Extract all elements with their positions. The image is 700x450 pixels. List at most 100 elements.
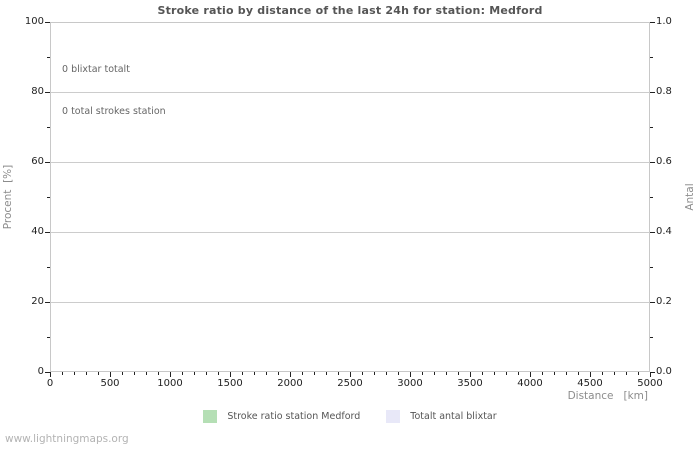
x-minor-tick xyxy=(446,372,447,375)
y-major-tick-left xyxy=(45,22,50,23)
y-tick-label-right: 0.8 xyxy=(656,86,672,97)
annotation-block: 0 blixtar totalt 0 total strokes station xyxy=(62,35,166,147)
x-minor-tick xyxy=(62,372,63,375)
legend-label-stroke-ratio: Stroke ratio station Medford xyxy=(227,411,361,422)
x-major-tick xyxy=(650,372,651,377)
y-minor-tick-left xyxy=(47,197,50,198)
y-tick-label-left: 20 xyxy=(31,296,44,307)
x-minor-tick xyxy=(242,372,243,375)
x-minor-tick xyxy=(638,372,639,375)
y-tick-label-left: 80 xyxy=(31,86,44,97)
y-major-tick-right xyxy=(650,302,655,303)
x-tick-label: 1500 xyxy=(217,378,243,389)
x-minor-tick xyxy=(86,372,87,375)
x-tick-label: 2000 xyxy=(277,378,303,389)
y-tick-label-right: 0.2 xyxy=(656,296,672,307)
x-tick-label: 2500 xyxy=(337,378,363,389)
legend-label-total-lightning: Totalt antal blixtar xyxy=(410,411,497,422)
x-minor-tick xyxy=(302,372,303,375)
x-minor-tick xyxy=(506,372,507,375)
x-minor-tick xyxy=(554,372,555,375)
x-major-tick xyxy=(470,372,471,377)
y-tick-label-left: 60 xyxy=(31,156,44,167)
y-major-tick-left xyxy=(45,162,50,163)
x-minor-tick xyxy=(422,372,423,375)
x-minor-tick xyxy=(626,372,627,375)
x-minor-tick xyxy=(482,372,483,375)
y-major-tick-right xyxy=(650,22,655,23)
gridline-horizontal xyxy=(50,302,650,303)
y-major-tick-left xyxy=(45,302,50,303)
y-minor-tick-left xyxy=(47,337,50,338)
gridline-horizontal xyxy=(50,162,650,163)
y-minor-tick-left xyxy=(47,127,50,128)
x-minor-tick xyxy=(326,372,327,375)
y-minor-tick-right xyxy=(650,337,653,338)
x-minor-tick xyxy=(362,372,363,375)
x-minor-tick xyxy=(602,372,603,375)
plot-area: 0 blixtar totalt 0 total strokes station xyxy=(50,22,650,372)
y-tick-label-left: 0 xyxy=(37,366,44,377)
gridline-horizontal xyxy=(50,232,650,233)
x-major-tick xyxy=(590,372,591,377)
y-major-tick-left xyxy=(45,372,50,373)
y-tick-label-right: 0.0 xyxy=(656,366,672,377)
x-minor-tick xyxy=(278,372,279,375)
x-minor-tick xyxy=(218,372,219,375)
x-minor-tick xyxy=(614,372,615,375)
x-minor-tick xyxy=(338,372,339,375)
watermark-link[interactable]: www.lightningmaps.org xyxy=(5,433,129,445)
x-major-tick xyxy=(170,372,171,377)
x-tick-label: 0 xyxy=(46,378,54,389)
x-tick-label: 4000 xyxy=(517,378,543,389)
x-minor-tick xyxy=(194,372,195,375)
legend-item-total-lightning: Totalt antal blixtar xyxy=(386,410,497,423)
y-tick-label-left: 40 xyxy=(31,226,44,237)
y-major-tick-right xyxy=(650,92,655,93)
x-tick-label: 1000 xyxy=(157,378,183,389)
x-minor-tick xyxy=(566,372,567,375)
chart-title: Stroke ratio by distance of the last 24h… xyxy=(157,4,543,17)
x-tick-label: 3000 xyxy=(397,378,423,389)
x-minor-tick xyxy=(134,372,135,375)
x-tick-label: 4500 xyxy=(577,378,603,389)
legend-swatch-stroke-ratio xyxy=(203,410,218,423)
x-major-tick xyxy=(50,372,51,377)
x-major-tick xyxy=(290,372,291,377)
x-minor-tick xyxy=(158,372,159,375)
y-minor-tick-right xyxy=(650,197,653,198)
x-minor-tick xyxy=(386,372,387,375)
x-minor-tick xyxy=(254,372,255,375)
x-minor-tick xyxy=(398,372,399,375)
y-major-tick-left xyxy=(45,232,50,233)
x-minor-tick xyxy=(182,372,183,375)
x-minor-tick xyxy=(146,372,147,375)
x-minor-tick xyxy=(98,372,99,375)
gridline-horizontal xyxy=(50,92,650,93)
x-minor-tick xyxy=(374,372,375,375)
x-minor-tick xyxy=(518,372,519,375)
x-tick-label: 500 xyxy=(100,378,120,389)
x-minor-tick xyxy=(206,372,207,375)
y-minor-tick-left xyxy=(47,57,50,58)
y-major-tick-right xyxy=(650,232,655,233)
x-axis-label: Distance [km] xyxy=(567,390,648,402)
annotation-total-lightning: 0 blixtar totalt xyxy=(62,64,130,75)
x-tick-label: 3500 xyxy=(457,378,483,389)
y-minor-tick-right xyxy=(650,267,653,268)
y-tick-label-right: 0.4 xyxy=(656,226,672,237)
x-major-tick xyxy=(350,372,351,377)
legend: Stroke ratio station Medford Totalt anta… xyxy=(0,410,700,423)
x-minor-tick xyxy=(578,372,579,375)
y-minor-tick-right xyxy=(650,127,653,128)
y-axis-label-right: Antal xyxy=(684,183,696,211)
y-tick-label-left: 100 xyxy=(24,16,44,27)
x-minor-tick xyxy=(494,372,495,375)
y-axis-label-left: Procent [%] xyxy=(2,164,14,230)
x-tick-label: 5000 xyxy=(637,378,663,389)
y-tick-label-right: 1.0 xyxy=(656,16,672,27)
x-minor-tick xyxy=(458,372,459,375)
x-minor-tick xyxy=(74,372,75,375)
x-minor-tick xyxy=(542,372,543,375)
